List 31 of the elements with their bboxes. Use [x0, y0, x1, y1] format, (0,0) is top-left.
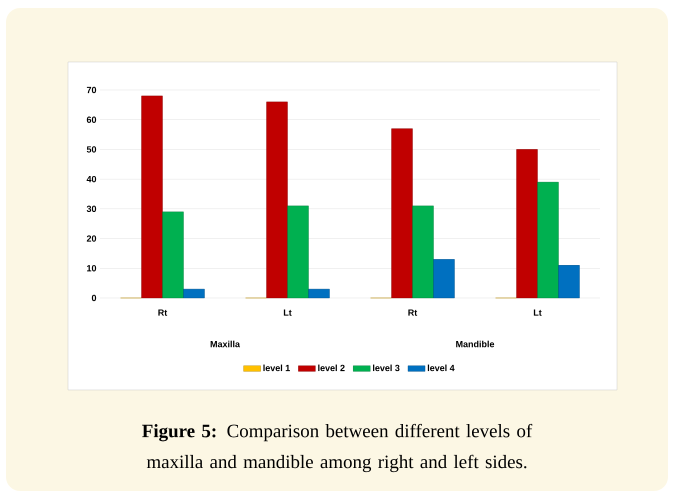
- bar: [412, 206, 434, 298]
- legend-label: level 3: [373, 364, 400, 372]
- bar: [162, 212, 184, 298]
- legend-label: level 4: [428, 364, 455, 372]
- bar: [141, 96, 163, 298]
- y-tick-label: 40: [86, 176, 96, 182]
- bar: [516, 149, 538, 298]
- bar: [391, 128, 413, 298]
- y-tick-label: 10: [87, 265, 96, 272]
- y-tick-label: 30: [86, 206, 96, 212]
- legend-label: level 1: [263, 364, 290, 372]
- x-tick-label: Rt: [408, 310, 418, 316]
- text: Figure 5: Comparison between different levels of maxilla and mandible among right and left sides.: [142, 424, 532, 472]
- legend-label: level 2: [318, 364, 345, 372]
- bar: [537, 182, 559, 298]
- y-tick-label: 20: [86, 235, 96, 242]
- bar: [287, 206, 309, 298]
- x-tick-label: Lt: [534, 310, 542, 316]
- text: Mandible: [456, 340, 494, 348]
- bar: [433, 259, 455, 298]
- y-tick-label: 0: [92, 294, 96, 302]
- bar: [266, 102, 288, 298]
- y-tick-label: 60: [86, 116, 96, 123]
- bar: [183, 288, 205, 298]
- x-tick-label: Rt: [158, 310, 168, 316]
- y-tick-label: 70: [86, 86, 96, 94]
- x-tick-label: Lt: [284, 310, 292, 316]
- bar: [558, 265, 580, 298]
- y-tick-label: 50: [86, 146, 96, 153]
- text: Maxilla: [210, 340, 240, 348]
- bar: [308, 288, 330, 298]
